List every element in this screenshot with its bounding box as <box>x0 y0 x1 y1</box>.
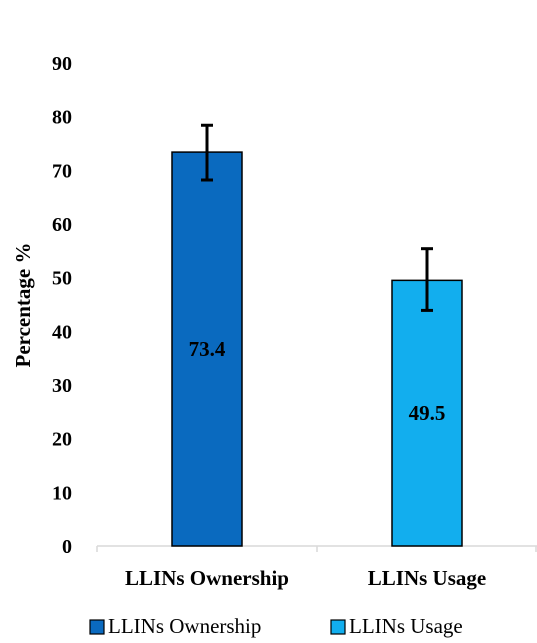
y-tick-label: 10 <box>52 482 72 504</box>
bar <box>391 279 463 547</box>
y-tick-label: 30 <box>52 375 72 397</box>
data-label: 49.5 <box>409 401 446 425</box>
category-label: LLINs Ownership <box>125 566 289 590</box>
y-tick-label: 50 <box>52 268 72 290</box>
y-tick-label: 90 <box>52 53 72 75</box>
y-tick-label: 70 <box>52 160 72 182</box>
legend-swatch <box>330 619 346 635</box>
legend-entry: LLINs Usage <box>349 614 463 638</box>
bar <box>171 151 243 547</box>
bars: 73.4 49.5 <box>171 123 463 547</box>
legend: LLINs Ownership LLINs Usage <box>89 614 463 638</box>
y-tick-label: 40 <box>52 321 72 343</box>
category-label: LLINs Usage <box>368 566 486 590</box>
y-tick-label: 0 <box>62 536 72 558</box>
y-tick-label: 80 <box>52 107 72 129</box>
y-tick-label: 60 <box>52 214 72 236</box>
legend-entry: LLINs Ownership <box>108 614 261 638</box>
legend-swatch <box>89 619 105 635</box>
y-axis-ticks: 0 10 20 30 40 50 60 70 80 90 <box>52 53 537 558</box>
y-tick-label: 20 <box>52 429 72 451</box>
category-labels: LLINs Ownership LLINs Usage <box>125 566 486 590</box>
data-label: 73.4 <box>189 337 226 361</box>
y-axis-title: Percentage % <box>11 243 35 368</box>
